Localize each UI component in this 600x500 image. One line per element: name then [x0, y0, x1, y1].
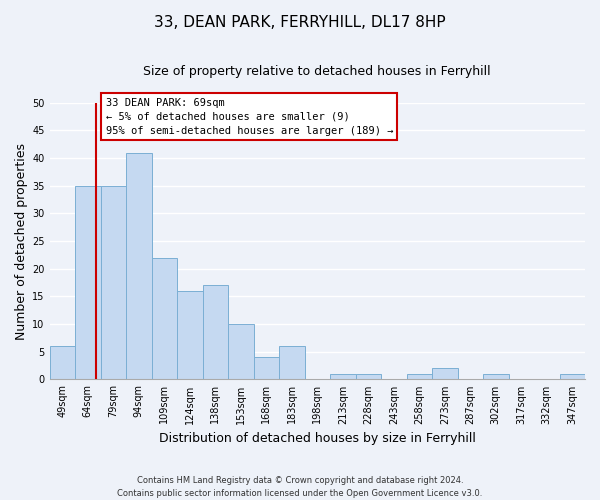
Bar [177, 291, 203, 380]
Bar [279, 346, 305, 380]
Bar [483, 374, 509, 380]
Bar [432, 368, 458, 380]
Bar [254, 358, 279, 380]
Bar [228, 324, 254, 380]
Bar [50, 346, 75, 380]
Text: 33, DEAN PARK, FERRYHILL, DL17 8HP: 33, DEAN PARK, FERRYHILL, DL17 8HP [154, 15, 446, 30]
Y-axis label: Number of detached properties: Number of detached properties [15, 142, 28, 340]
Bar [101, 186, 126, 380]
X-axis label: Distribution of detached houses by size in Ferryhill: Distribution of detached houses by size … [159, 432, 476, 445]
Bar [75, 186, 101, 380]
Bar [407, 374, 432, 380]
Bar [330, 374, 356, 380]
Text: Contains HM Land Registry data © Crown copyright and database right 2024.
Contai: Contains HM Land Registry data © Crown c… [118, 476, 482, 498]
Bar [560, 374, 585, 380]
Bar [356, 374, 381, 380]
Title: Size of property relative to detached houses in Ferryhill: Size of property relative to detached ho… [143, 65, 491, 78]
Text: 33 DEAN PARK: 69sqm
← 5% of detached houses are smaller (9)
95% of semi-detached: 33 DEAN PARK: 69sqm ← 5% of detached hou… [106, 98, 393, 136]
Bar [126, 152, 152, 380]
Bar [203, 286, 228, 380]
Bar [152, 258, 177, 380]
